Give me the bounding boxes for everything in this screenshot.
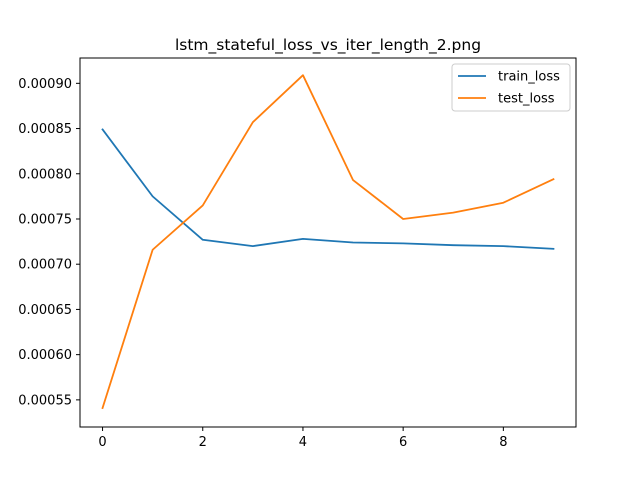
y-tick-label: 0.00085: [18, 122, 72, 137]
x-tick-label: 4: [299, 435, 307, 450]
y-tick-label: 0.00075: [18, 212, 72, 227]
x-tick-label: 0: [98, 435, 106, 450]
x-tick-label: 2: [199, 435, 207, 450]
series-layer: [101, 74, 555, 410]
y-tick-label: 0.00065: [18, 303, 72, 318]
y-tick-label: 0.00080: [18, 167, 72, 182]
y-tick-label: 0.00090: [18, 77, 72, 92]
legend: train_loss test_loss: [451, 63, 571, 112]
axes-layer: 0 2 4 6 8 0.00055 0.00060 0.00065 0.00070 0.00075…: [18, 57, 577, 450]
plot-frame: [79, 57, 577, 428]
series-line-train_loss: [101, 128, 555, 250]
legend-label-test_loss: test_loss: [498, 92, 555, 107]
x-tick-label: 6: [399, 435, 407, 450]
x-tick-label: 8: [499, 435, 507, 450]
y-tick-label: 0.00070: [18, 258, 72, 273]
chart-title: lstm_stateful_loss_vs_iter_length_2.png: [175, 36, 481, 55]
series-line-test_loss: [101, 74, 555, 410]
legend-label-train_loss: train_loss: [498, 70, 560, 85]
y-tick-label: 0.00060: [18, 348, 72, 363]
y-tick-label: 0.00055: [18, 393, 72, 408]
